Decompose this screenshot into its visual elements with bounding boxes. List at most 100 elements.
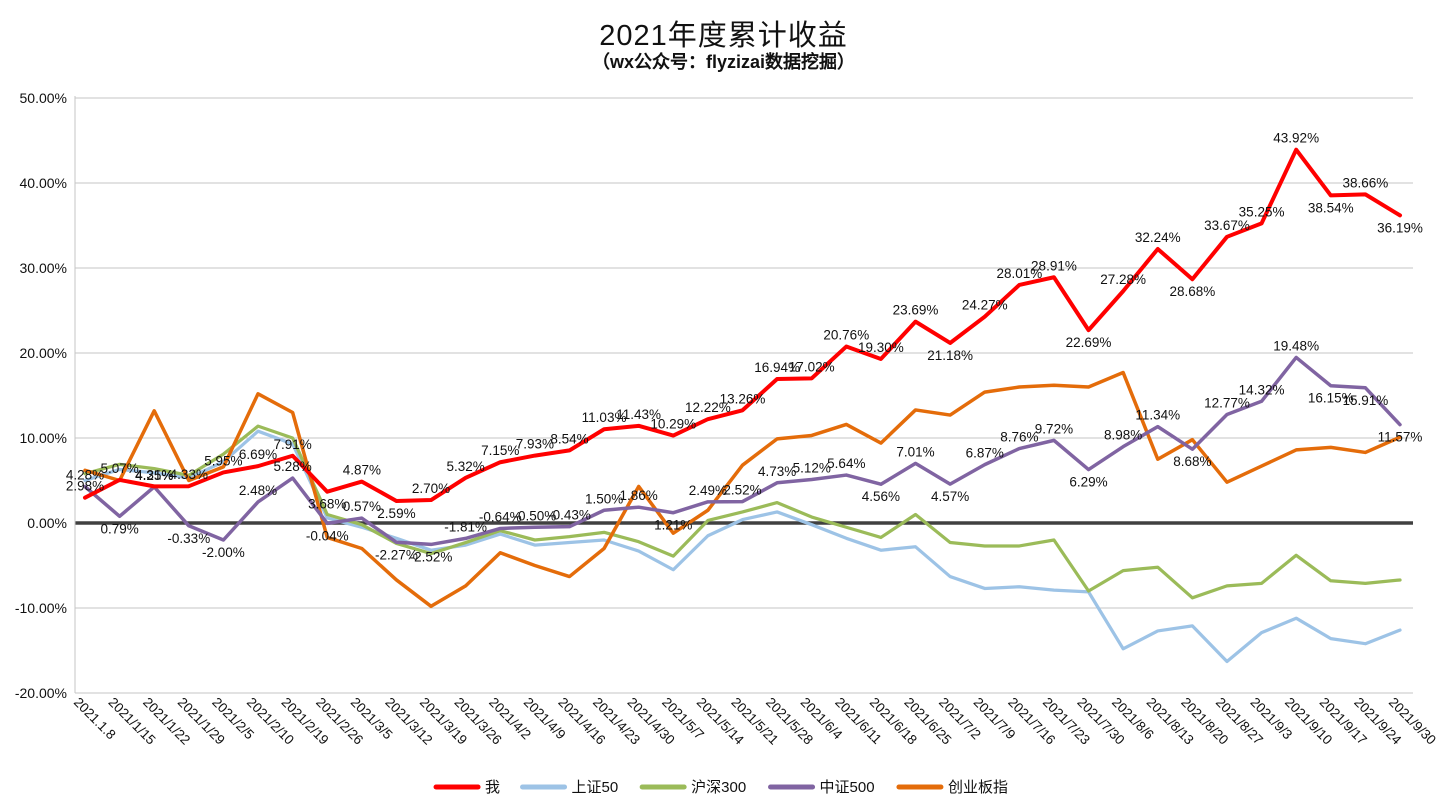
data-label: 33.67% bbox=[1204, 218, 1250, 233]
data-label: 5.32% bbox=[447, 459, 485, 474]
data-label: 15.91% bbox=[1342, 393, 1388, 408]
x-axis-labels: 2021.1.82021/1/152021/1/222021/1/292021/… bbox=[71, 695, 1439, 748]
data-label: 3.68% bbox=[308, 497, 346, 512]
data-label: 4.25% bbox=[135, 468, 173, 483]
series-line-中证500 bbox=[83, 355, 1402, 547]
y-axis-tick-label: 20.00% bbox=[20, 345, 67, 361]
data-label: 14.32% bbox=[1239, 382, 1285, 397]
data-label: 7.01% bbox=[896, 444, 934, 459]
data-label: 8.54% bbox=[550, 431, 588, 446]
data-label: 1.21% bbox=[654, 518, 692, 533]
data-label: 6.87% bbox=[966, 446, 1004, 461]
data-label: 38.66% bbox=[1342, 175, 1388, 190]
data-label: 7.93% bbox=[516, 437, 554, 452]
data-label: 27.28% bbox=[1100, 272, 1146, 287]
data-label: -2.52% bbox=[410, 549, 453, 564]
data-label: 20.76% bbox=[823, 328, 869, 343]
data-label: 4.28% bbox=[66, 468, 104, 483]
data-label: 36.19% bbox=[1377, 220, 1423, 235]
data-label: 11.34% bbox=[1135, 408, 1180, 423]
data-label: 11.57% bbox=[1378, 430, 1423, 445]
data-label: 19.48% bbox=[1273, 338, 1319, 353]
legend-label: 我 bbox=[485, 779, 500, 796]
data-label: -2.27% bbox=[375, 547, 418, 562]
data-label: 12.22% bbox=[685, 400, 731, 415]
y-axis-tick-label: 0.00% bbox=[27, 515, 67, 531]
data-label: 13.26% bbox=[720, 391, 766, 406]
legend: 我 上证50 沪深300 中证500 创业板指 bbox=[433, 778, 1008, 796]
data-label: 8.76% bbox=[1000, 430, 1038, 445]
data-label: 5.28% bbox=[273, 459, 311, 474]
data-label: -1.81% bbox=[444, 519, 487, 534]
data-label: 19.30% bbox=[858, 340, 904, 355]
data-label: 35.25% bbox=[1239, 204, 1285, 219]
series-line-沪深300 bbox=[83, 424, 1402, 600]
legend-item-创业板指: 创业板指 bbox=[896, 778, 1008, 796]
data-labels-中证500: 4.28% 0.79% 4.25% -0.33%-2.00% 2.48% 5.28% -0.… bbox=[66, 338, 1423, 564]
series-line-我 bbox=[83, 147, 1402, 503]
data-label: 43.92% bbox=[1273, 131, 1319, 146]
data-label: -0.43% bbox=[548, 508, 591, 523]
data-label: 2.48% bbox=[239, 483, 277, 498]
legend-item-中证500: 中证500 bbox=[768, 779, 875, 796]
data-label: 24.27% bbox=[962, 298, 1008, 313]
y-axis-tick-label: 40.00% bbox=[20, 175, 67, 191]
data-label: -0.50% bbox=[513, 508, 556, 523]
data-label: 6.29% bbox=[1069, 475, 1107, 490]
chart-subtitle: （wx公众号：flyzizai数据挖掘） bbox=[591, 52, 856, 72]
data-label: 2.52% bbox=[723, 483, 761, 498]
data-label: 4.57% bbox=[931, 489, 969, 504]
data-label: 11.43% bbox=[616, 407, 661, 422]
y-axis-tick-label: 50.00% bbox=[20, 90, 67, 106]
data-label: 5.95% bbox=[204, 453, 242, 468]
series-line-创业板指 bbox=[83, 370, 1402, 609]
data-label: 22.69% bbox=[1066, 335, 1112, 350]
data-label: -2.00% bbox=[202, 545, 245, 560]
data-label: 38.54% bbox=[1308, 200, 1354, 215]
data-label: 6.69% bbox=[239, 447, 277, 462]
data-label: 2.49% bbox=[689, 483, 727, 498]
data-label: 11.03% bbox=[582, 410, 627, 425]
data-label: 32.24% bbox=[1135, 230, 1181, 245]
data-label: 4.33% bbox=[170, 467, 208, 482]
chart-title: 2021年度累计收益 bbox=[599, 20, 848, 52]
data-label: 8.98% bbox=[1104, 428, 1142, 443]
data-label: 12.77% bbox=[1204, 395, 1250, 410]
data-label: 5.07% bbox=[100, 461, 138, 476]
data-label: 21.18% bbox=[927, 348, 973, 363]
data-label: 28.91% bbox=[1031, 258, 1077, 273]
y-axis-tick-label: 10.00% bbox=[20, 430, 67, 446]
legend-item-沪深300: 沪深300 bbox=[639, 779, 746, 796]
legend-item-上证50: 上证50 bbox=[520, 779, 619, 796]
legend-label: 中证500 bbox=[820, 779, 875, 796]
data-label: 23.69% bbox=[893, 303, 939, 318]
data-label: 2.59% bbox=[377, 506, 415, 521]
data-label: -0.04% bbox=[306, 528, 349, 543]
data-label: 4.73% bbox=[758, 464, 796, 479]
data-label: 5.12% bbox=[793, 460, 831, 475]
data-label: 10.29% bbox=[650, 417, 696, 432]
data-label: 2.98% bbox=[66, 479, 104, 494]
data-label: 4.31% bbox=[135, 467, 173, 482]
data-label: 28.01% bbox=[996, 266, 1042, 281]
legend-label: 创业板指 bbox=[948, 778, 1008, 796]
data-label: 0.79% bbox=[100, 521, 138, 536]
data-label: 2.70% bbox=[412, 481, 450, 496]
legend-label: 沪深300 bbox=[691, 779, 746, 796]
data-label: 17.02% bbox=[789, 359, 835, 374]
data-label: 4.87% bbox=[343, 463, 381, 478]
y-axis-tick-label: -10.00% bbox=[15, 600, 67, 616]
data-label: 16.94% bbox=[754, 360, 800, 375]
data-label: 1.86% bbox=[620, 488, 658, 503]
data-label: 5.64% bbox=[827, 456, 865, 471]
data-label: 7.91% bbox=[273, 437, 311, 452]
data-label: -0.64% bbox=[479, 509, 522, 524]
legend-label: 上证50 bbox=[572, 779, 619, 796]
y-axis-tick-label: 30.00% bbox=[20, 260, 67, 276]
data-label: 4.56% bbox=[862, 489, 900, 504]
data-label: 28.68% bbox=[1169, 284, 1215, 299]
data-label: 8.68% bbox=[1173, 454, 1211, 469]
data-label: 16.15% bbox=[1308, 391, 1354, 406]
